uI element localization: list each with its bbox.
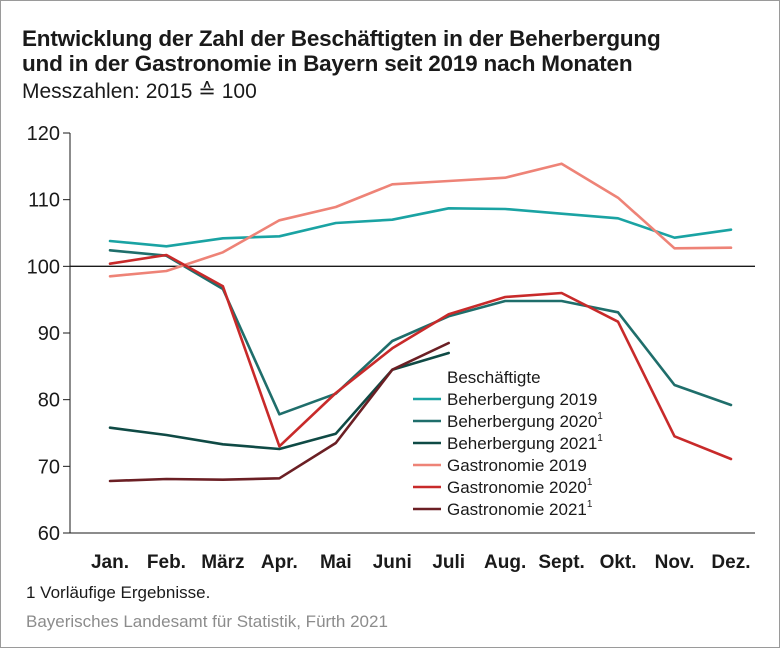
chart-title-line-1: Entwicklung der Zahl der Beschäftigten i… [22, 26, 661, 51]
chart-title-line-2: und in der Gastronomie in Bayern seit 20… [22, 51, 633, 76]
x-tick-label: Feb. [147, 552, 186, 573]
legend-footnote-marker: 1 [587, 477, 593, 488]
x-tick-label: Juli [432, 552, 465, 573]
x-tick-label: Apr. [261, 552, 298, 573]
y-tick-label: 80 [38, 390, 60, 412]
x-tick-label: März [201, 552, 244, 573]
x-tick-label: Okt. [600, 552, 637, 573]
y-tick-label: 60 [38, 523, 60, 545]
chart-series [108, 162, 733, 483]
y-tick-label: 120 [27, 123, 60, 145]
series-line-gastronomie-2021 [108, 341, 450, 483]
x-tick-label: Mai [320, 552, 352, 573]
chart-subtitle: Messzahlen: 2015 ≙ 100 [22, 80, 257, 103]
x-tick-label: Nov. [655, 552, 695, 573]
series-line-gastronomie-2020 [108, 253, 733, 461]
legend-footnote-marker: 1 [597, 433, 603, 444]
x-tick-label: Sept. [538, 552, 584, 573]
legend-label-beherbergung-2020: Beherbergung 20201 [447, 411, 603, 431]
legend-footnote-marker: 1 [597, 411, 603, 422]
x-tick-label: Aug. [484, 552, 526, 573]
y-tick-label: 110 [28, 190, 60, 212]
x-tick-label: Juni [373, 552, 412, 573]
legend-label-gastronomie-2019: Gastronomie 2019 [447, 456, 587, 475]
legend-label-beherbergung-2019: Beherbergung 2019 [447, 390, 597, 409]
series-line-beherbergung-2019 [108, 207, 733, 248]
legend-label-gastronomie-2021: Gastronomie 20211 [447, 499, 593, 519]
legend-label-gastronomie-2020: Gastronomie 20201 [447, 477, 593, 497]
legend-label-beherbergung-2021: Beherbergung 20211 [447, 433, 603, 453]
series-line-beherbergung-2020 [108, 249, 733, 416]
footnote: 1 Vorläufige Ergebnisse. [26, 583, 211, 602]
x-tick-label: Dez. [711, 552, 750, 573]
chart-legend: Beschäftigte Beherbergung 2019 Beherbergun… [413, 368, 603, 519]
y-tick-label: 100 [27, 256, 60, 278]
legend-footnote-marker: 1 [587, 499, 593, 510]
y-tick-label: 70 [38, 456, 60, 478]
series-line-gastronomie-2019 [108, 162, 733, 278]
legend-title: Beschäftigte [447, 368, 541, 387]
source-note: Bayerisches Landesamt für Statistik, Für… [26, 612, 388, 631]
x-tick-label: Jan. [91, 552, 129, 573]
y-tick-label: 90 [38, 323, 60, 345]
chart-title: Entwicklung der Zahl der Beschäftigten i… [22, 26, 661, 76]
